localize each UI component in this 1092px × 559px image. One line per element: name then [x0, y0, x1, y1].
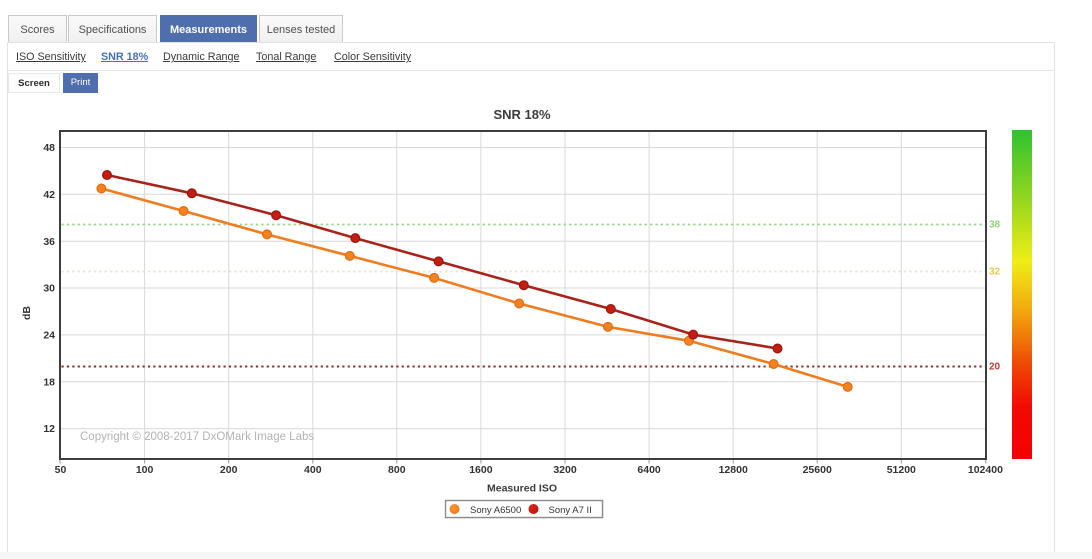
svg-text:102400: 102400 [968, 464, 1003, 476]
svg-text:Sony A7 II: Sony A7 II [549, 505, 592, 516]
svg-text:200: 200 [220, 464, 238, 476]
svg-text:Measured ISO: Measured ISO [487, 483, 557, 495]
svg-text:24: 24 [43, 330, 55, 342]
svg-text:30: 30 [43, 283, 55, 295]
svg-text:12: 12 [43, 423, 55, 435]
svg-text:38: 38 [989, 220, 1001, 231]
svg-text:dB: dB [21, 306, 33, 320]
svg-text:48: 48 [43, 142, 55, 154]
svg-text:6400: 6400 [637, 464, 661, 476]
svg-text:Copyright © 2008-2017 DxOMark: Copyright © 2008-2017 DxOMark Image Labs [80, 431, 314, 443]
svg-text:42: 42 [43, 189, 55, 201]
svg-text:800: 800 [388, 464, 406, 476]
svg-text:18: 18 [43, 376, 55, 388]
svg-text:20: 20 [989, 362, 1001, 373]
svg-text:100: 100 [136, 464, 154, 476]
svg-text:32: 32 [989, 267, 1001, 278]
svg-text:12800: 12800 [719, 464, 748, 476]
svg-text:1600: 1600 [469, 464, 493, 476]
svg-text:Sony A6500: Sony A6500 [470, 505, 521, 516]
svg-text:50: 50 [55, 464, 67, 476]
svg-text:36: 36 [43, 236, 55, 248]
svg-text:51200: 51200 [887, 464, 916, 476]
svg-text:400: 400 [304, 464, 322, 476]
svg-text:25600: 25600 [803, 464, 832, 476]
svg-text:SNR 18%: SNR 18% [493, 107, 551, 122]
svg-text:3200: 3200 [553, 464, 577, 476]
